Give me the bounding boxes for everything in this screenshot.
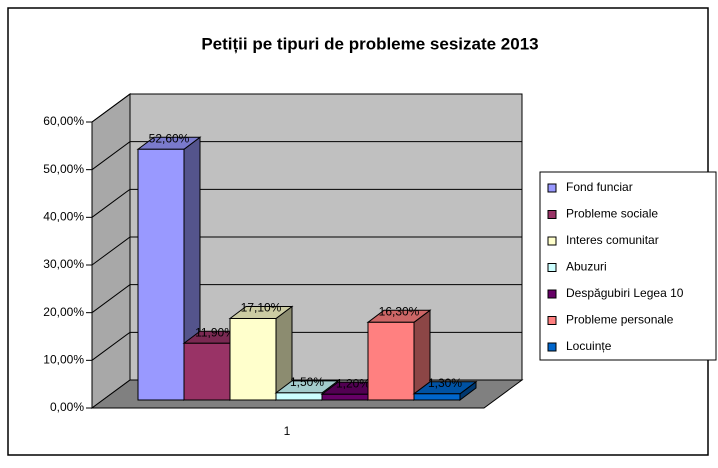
- data-label: 1,30%: [428, 376, 462, 390]
- data-label: 17,10%: [241, 301, 282, 315]
- legend: [539, 171, 717, 361]
- bar: [321, 393, 369, 401]
- y-tick-label: 30,00%: [43, 257, 84, 271]
- legend-swatch: [547, 263, 557, 272]
- data-label: 1,50%: [290, 375, 324, 389]
- legend-swatch: [547, 236, 557, 246]
- legend-label: Probleme sociale: [566, 207, 658, 221]
- y-tick-label: 40,00%: [43, 210, 84, 224]
- legend-label: Locuințe: [566, 339, 612, 353]
- legend-label: Probleme personale: [566, 313, 674, 327]
- y-tick-label: 20,00%: [43, 305, 84, 319]
- data-label: 16,30%: [379, 304, 420, 318]
- y-tick-label: 60,00%: [43, 114, 84, 128]
- legend-swatch: [547, 289, 557, 299]
- legend-label: Interes comunitar: [566, 233, 659, 247]
- y-tick-label: 10,00%: [43, 353, 84, 367]
- legend-swatch: [547, 316, 557, 325]
- data-label: 11,90%: [195, 325, 235, 339]
- data-label: 1,20%: [336, 376, 370, 390]
- data-label: 52,60%: [149, 131, 190, 145]
- grid-line: [91, 93, 522, 123]
- legend-swatch: [547, 183, 557, 193]
- bar: [367, 321, 415, 401]
- bar: [413, 393, 461, 401]
- bar: [275, 392, 323, 401]
- x-tick-label: 1: [284, 424, 291, 438]
- grid-line: [91, 236, 522, 266]
- legend-swatch: [547, 210, 557, 219]
- bar: [183, 342, 231, 401]
- grid-line: [91, 141, 522, 171]
- legend-label: Abuzuri: [566, 260, 607, 274]
- legend-label: Fond funciar: [566, 180, 633, 194]
- y-tick-label: 50,00%: [43, 162, 84, 176]
- legend-swatch: [547, 342, 557, 352]
- grid-line: [91, 284, 522, 314]
- y-tick-label: 0,00%: [50, 400, 84, 414]
- bar: [229, 317, 277, 401]
- bar: [137, 148, 185, 401]
- chart-title: Petiții pe tipuri de probleme sesizate 2…: [201, 34, 538, 53]
- grid-line: [91, 188, 522, 218]
- legend-label: Despăgubiri Legea 10: [566, 286, 684, 300]
